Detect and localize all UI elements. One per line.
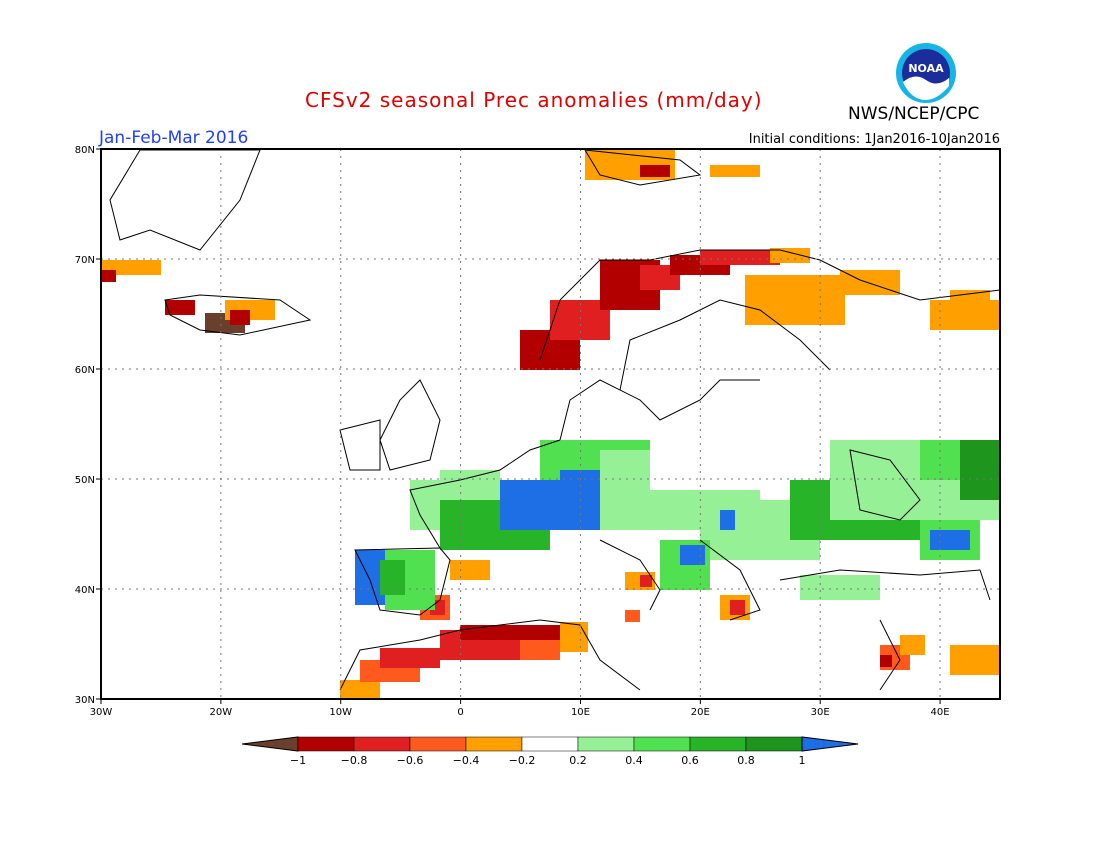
lon-tick-label: 0 bbox=[457, 707, 463, 718]
lat-tick-label: 40N bbox=[75, 585, 95, 596]
colorbar-segment bbox=[745, 736, 803, 752]
lon-tick-label: 30W bbox=[90, 707, 113, 718]
lon-tick-label: 10W bbox=[329, 707, 352, 718]
colorbar-label: 0.6 bbox=[681, 754, 699, 767]
colorbar-segment bbox=[353, 736, 411, 752]
lon-tick-label: 10E bbox=[571, 707, 590, 718]
lon-tick-label: 20W bbox=[210, 707, 233, 718]
colorbar-segment bbox=[689, 736, 747, 752]
lat-tick-label: 60N bbox=[75, 365, 95, 376]
colorbar-label: −0.2 bbox=[509, 754, 536, 767]
latitude-ticks: 80N 70N 60N 50N 40N 30N bbox=[75, 145, 95, 706]
colorbar-right-arrow bbox=[801, 736, 859, 752]
colorbar-label: 0.8 bbox=[737, 754, 755, 767]
colorbar-label: −0.4 bbox=[453, 754, 480, 767]
colorbar-segment bbox=[521, 736, 579, 752]
colorbar-left-arrow bbox=[241, 736, 299, 752]
colorbar-label: 1 bbox=[799, 754, 806, 767]
lat-tick-label: 30N bbox=[75, 695, 95, 706]
colorbar-segment bbox=[465, 736, 523, 752]
lon-tick-label: 40E bbox=[931, 707, 950, 718]
lon-tick-label: 20E bbox=[691, 707, 710, 718]
map-frame bbox=[100, 148, 1001, 700]
colorbar-label: 0.2 bbox=[569, 754, 587, 767]
lat-tick-label: 80N bbox=[75, 145, 95, 156]
noaa-logo: NOAA bbox=[896, 43, 956, 103]
coastlines bbox=[109, 149, 1001, 691]
colorbar-segment bbox=[577, 736, 635, 752]
longitude-ticks: 30W 20W 10W 0 10E 20E 30E 40E bbox=[90, 707, 950, 718]
colorbar-label: 0.4 bbox=[625, 754, 643, 767]
colorbar-segment bbox=[409, 736, 467, 752]
agency-label: NWS/NCEP/CPC bbox=[848, 104, 980, 124]
colorbar-label: −0.8 bbox=[341, 754, 368, 767]
colorbar-segment bbox=[633, 736, 691, 752]
colorbar-label: −1 bbox=[290, 754, 306, 767]
lat-tick-label: 70N bbox=[75, 255, 95, 266]
noaa-logo-text: NOAA bbox=[908, 62, 944, 75]
lat-lon-grid bbox=[96, 148, 1000, 704]
map-title: CFSv2 seasonal Prec anomalies (mm/day) bbox=[305, 88, 763, 112]
colorbar-segment bbox=[297, 736, 355, 752]
colorbar-label: −0.6 bbox=[397, 754, 424, 767]
forecast-period: Jan-Feb-Mar 2016 bbox=[99, 128, 249, 148]
lat-tick-label: 50N bbox=[75, 475, 95, 486]
lon-tick-label: 30E bbox=[811, 707, 830, 718]
initial-conditions: Initial conditions: 1Jan2016-10Jan2016 bbox=[748, 132, 1000, 147]
